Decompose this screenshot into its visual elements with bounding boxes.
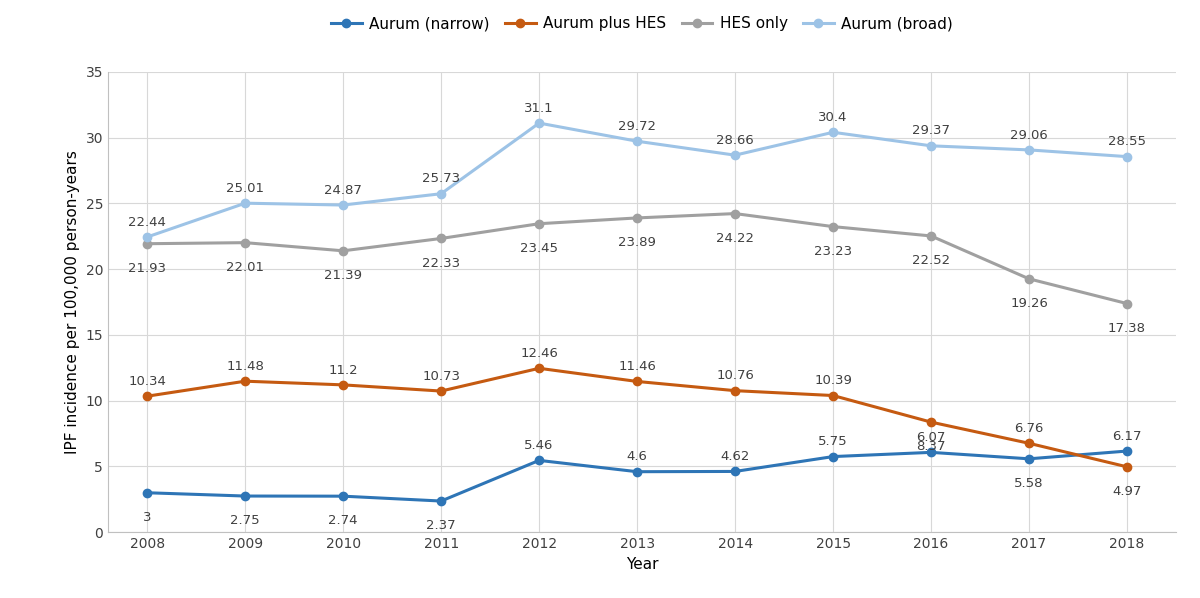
Aurum (broad) bbox=[1120, 153, 1134, 160]
Aurum plus HES bbox=[532, 365, 546, 372]
Aurum (broad) bbox=[924, 142, 938, 150]
Text: 24.87: 24.87 bbox=[324, 184, 362, 197]
HES only bbox=[728, 210, 743, 217]
Aurum (broad) bbox=[336, 202, 350, 209]
Text: 5.58: 5.58 bbox=[1014, 477, 1044, 490]
Text: 2.37: 2.37 bbox=[426, 519, 456, 532]
Text: 28.66: 28.66 bbox=[716, 134, 754, 147]
Aurum plus HES bbox=[924, 419, 938, 426]
Aurum (narrow) bbox=[924, 448, 938, 456]
Aurum plus HES bbox=[434, 388, 449, 395]
Text: 8.37: 8.37 bbox=[917, 440, 946, 453]
Text: 6.07: 6.07 bbox=[917, 431, 946, 444]
Text: 4.97: 4.97 bbox=[1112, 485, 1141, 498]
Aurum (broad) bbox=[826, 129, 840, 136]
Text: 3: 3 bbox=[143, 511, 151, 524]
HES only bbox=[238, 239, 252, 246]
Text: 19.26: 19.26 bbox=[1010, 297, 1048, 310]
Text: 25.73: 25.73 bbox=[422, 172, 461, 185]
Text: 28.55: 28.55 bbox=[1108, 135, 1146, 148]
Aurum (narrow) bbox=[336, 493, 350, 500]
Text: 22.33: 22.33 bbox=[422, 257, 461, 270]
Text: 25.01: 25.01 bbox=[226, 182, 264, 195]
HES only bbox=[532, 220, 546, 227]
Line: HES only: HES only bbox=[143, 209, 1132, 308]
Text: 24.22: 24.22 bbox=[716, 231, 754, 245]
Aurum (narrow) bbox=[532, 457, 546, 464]
Aurum (broad) bbox=[434, 190, 449, 197]
Aurum (broad) bbox=[238, 200, 252, 207]
Text: 5.75: 5.75 bbox=[818, 435, 848, 448]
Text: 10.76: 10.76 bbox=[716, 370, 754, 382]
HES only bbox=[140, 240, 155, 248]
Text: 29.06: 29.06 bbox=[1010, 129, 1048, 142]
Aurum plus HES bbox=[140, 393, 155, 400]
Aurum (broad) bbox=[630, 138, 644, 145]
Text: 29.37: 29.37 bbox=[912, 124, 950, 138]
Aurum (narrow) bbox=[728, 468, 743, 475]
Line: Aurum plus HES: Aurum plus HES bbox=[143, 364, 1132, 471]
Text: 23.23: 23.23 bbox=[814, 245, 852, 258]
Text: 23.89: 23.89 bbox=[618, 236, 656, 249]
Text: 11.46: 11.46 bbox=[618, 360, 656, 373]
Aurum plus HES bbox=[826, 392, 840, 399]
Text: 11.48: 11.48 bbox=[227, 360, 264, 373]
HES only bbox=[630, 214, 644, 221]
Text: 22.44: 22.44 bbox=[128, 216, 166, 228]
HES only bbox=[826, 223, 840, 230]
Aurum plus HES bbox=[238, 377, 252, 385]
Aurum (narrow) bbox=[434, 498, 449, 505]
Aurum plus HES bbox=[1022, 440, 1037, 447]
Aurum (narrow) bbox=[630, 468, 644, 475]
Aurum (narrow) bbox=[826, 453, 840, 460]
Text: 4.62: 4.62 bbox=[720, 450, 750, 463]
Text: 6.76: 6.76 bbox=[1014, 422, 1044, 435]
HES only bbox=[1022, 275, 1037, 282]
Text: 6.17: 6.17 bbox=[1112, 430, 1141, 443]
Text: 23.45: 23.45 bbox=[520, 242, 558, 255]
HES only bbox=[924, 233, 938, 240]
Text: 17.38: 17.38 bbox=[1108, 322, 1146, 335]
Text: 5.46: 5.46 bbox=[524, 439, 554, 452]
Aurum plus HES bbox=[630, 378, 644, 385]
Text: 22.01: 22.01 bbox=[226, 261, 264, 274]
HES only bbox=[1120, 300, 1134, 307]
Aurum (narrow) bbox=[1120, 447, 1134, 454]
HES only bbox=[434, 235, 449, 242]
Text: 30.4: 30.4 bbox=[818, 111, 847, 124]
HES only bbox=[336, 247, 350, 254]
Text: 12.46: 12.46 bbox=[520, 347, 558, 360]
Text: 29.72: 29.72 bbox=[618, 120, 656, 133]
Text: 10.73: 10.73 bbox=[422, 370, 460, 383]
Aurum plus HES bbox=[336, 382, 350, 389]
Line: Aurum (narrow): Aurum (narrow) bbox=[143, 447, 1132, 505]
Legend: Aurum (narrow), Aurum plus HES, HES only, Aurum (broad): Aurum (narrow), Aurum plus HES, HES only… bbox=[325, 10, 959, 38]
Aurum (broad) bbox=[532, 120, 546, 127]
Text: 22.52: 22.52 bbox=[912, 254, 950, 267]
Aurum plus HES bbox=[1120, 463, 1134, 471]
Text: 2.74: 2.74 bbox=[329, 514, 358, 527]
Aurum (broad) bbox=[140, 233, 155, 240]
Text: 21.93: 21.93 bbox=[128, 262, 166, 274]
Aurum (broad) bbox=[728, 151, 743, 158]
Aurum plus HES bbox=[728, 387, 743, 394]
Aurum (narrow) bbox=[140, 489, 155, 496]
Text: 10.34: 10.34 bbox=[128, 375, 166, 388]
Text: 4.6: 4.6 bbox=[626, 450, 648, 463]
Text: 10.39: 10.39 bbox=[814, 374, 852, 387]
Aurum (narrow) bbox=[238, 493, 252, 500]
Aurum (broad) bbox=[1022, 147, 1037, 154]
X-axis label: Year: Year bbox=[625, 557, 659, 572]
Text: 11.2: 11.2 bbox=[329, 364, 358, 377]
Text: 2.75: 2.75 bbox=[230, 514, 260, 527]
Aurum (narrow) bbox=[1022, 455, 1037, 462]
Text: 31.1: 31.1 bbox=[524, 102, 554, 115]
Line: Aurum (broad): Aurum (broad) bbox=[143, 119, 1132, 241]
Text: 21.39: 21.39 bbox=[324, 269, 362, 282]
Y-axis label: IPF incidence per 100,000 person-years: IPF incidence per 100,000 person-years bbox=[65, 150, 80, 454]
